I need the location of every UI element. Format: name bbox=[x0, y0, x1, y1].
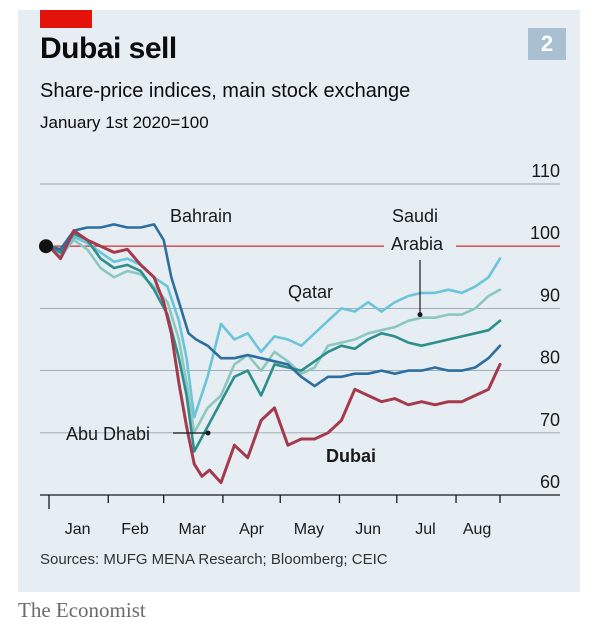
index-base-note: January 1st 2020=100 bbox=[40, 113, 209, 132]
saudi-arabia-label-backdrop bbox=[384, 234, 456, 256]
x-tick-label-may: May bbox=[294, 521, 324, 538]
y-tick-label-60: 60 bbox=[540, 472, 560, 492]
chart-number-badge: 2 bbox=[528, 28, 566, 60]
y-tick-label-110: 110 bbox=[531, 161, 560, 181]
series-line-dubai bbox=[47, 229, 502, 485]
y-tick-label-70: 70 bbox=[540, 410, 560, 430]
series-line-saudi-arabia bbox=[47, 238, 502, 435]
series-label-qatar: Qatar bbox=[288, 282, 333, 302]
x-tick-label-aug: Aug bbox=[463, 521, 491, 538]
series-label-abu-dhabi: Abu Dhabi bbox=[66, 424, 150, 444]
chart-title: Dubai sell bbox=[40, 32, 177, 65]
x-tick-label-jul: Jul bbox=[415, 521, 435, 538]
brand-accent-bar bbox=[40, 10, 92, 28]
source-note: Sources: MUFG MENA Research; Bloomberg; … bbox=[40, 551, 388, 568]
series-label-dubai: Dubai bbox=[326, 446, 376, 466]
y-tick-label-100: 100 bbox=[530, 223, 560, 243]
y-tick-label-90: 90 bbox=[540, 285, 560, 305]
chart-subtitle: Share-price indices, main stock exchange bbox=[40, 80, 411, 102]
x-tick-label-jun: Jun bbox=[355, 521, 381, 538]
series-label-saudi-arabia-line-2: Arabia bbox=[391, 234, 444, 254]
x-tick-label-mar: Mar bbox=[179, 521, 207, 538]
series-line-qatar bbox=[47, 235, 502, 419]
abu-dhabi-leader-dot bbox=[205, 430, 211, 436]
series-label-saudi-arabia-line-1: Saudi bbox=[392, 206, 438, 226]
series-line-bahrain bbox=[47, 223, 502, 388]
publisher-wordmark: The Economist bbox=[18, 598, 146, 622]
x-tick-label-jan: Jan bbox=[65, 521, 91, 538]
saudi-arabia-leader-dot bbox=[417, 312, 423, 318]
y-tick-label-80: 80 bbox=[540, 348, 560, 368]
x-tick-label-feb: Feb bbox=[121, 521, 149, 538]
start-point-marker bbox=[39, 239, 53, 254]
x-tick-label-apr: Apr bbox=[239, 521, 265, 538]
series-line-abu-dhabi bbox=[47, 232, 502, 453]
series-label-bahrain: Bahrain bbox=[170, 206, 232, 226]
